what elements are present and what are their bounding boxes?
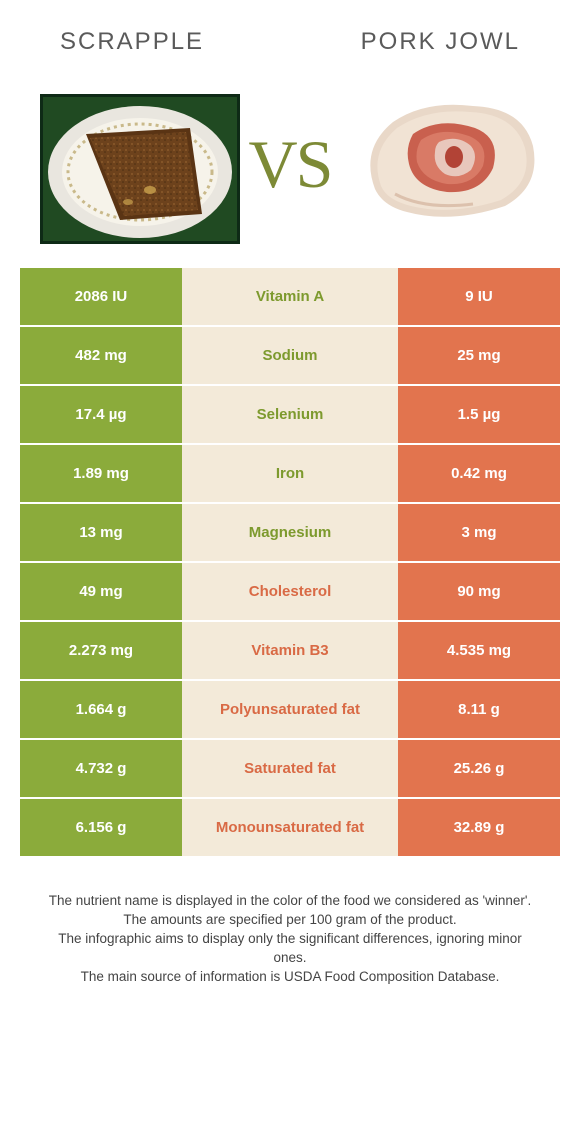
right-value: 3 mg <box>398 504 560 561</box>
table-row: 4.732 gSaturated fat25.26 g <box>20 740 560 797</box>
left-food-title: SCRAPPLE <box>60 28 204 56</box>
right-value: 25.26 g <box>398 740 560 797</box>
right-value: 9 IU <box>398 268 560 325</box>
left-value: 17.4 µg <box>20 386 182 443</box>
table-row: 13 mgMagnesium3 mg <box>20 504 560 561</box>
left-value: 2086 IU <box>20 268 182 325</box>
vs-text: VS <box>249 126 332 202</box>
nutrient-name: Magnesium <box>182 504 398 561</box>
footnote-line: The amounts are specified per 100 gram o… <box>40 911 540 930</box>
footnote-line: The infographic aims to display only the… <box>40 930 540 968</box>
left-value: 13 mg <box>20 504 182 561</box>
right-value: 32.89 g <box>398 799 560 856</box>
nutrient-name: Monounsaturated fat <box>182 799 398 856</box>
hero-vs-section: VS <box>0 74 580 254</box>
nutrient-name: Vitamin B3 <box>182 622 398 679</box>
table-row: 482 mgSodium25 mg <box>20 327 560 384</box>
table-row: 49 mgCholesterol90 mg <box>20 563 560 620</box>
left-value: 49 mg <box>20 563 182 620</box>
table-row: 2086 IUVitamin A9 IU <box>20 268 560 325</box>
nutrient-name: Sodium <box>182 327 398 384</box>
nutrient-name: Selenium <box>182 386 398 443</box>
titles-row: SCRAPPLE PORK JOWL <box>0 0 580 66</box>
right-value: 4.535 mg <box>398 622 560 679</box>
left-value: 1.89 mg <box>20 445 182 502</box>
right-food-title: PORK JOWL <box>361 28 520 56</box>
table-row: 17.4 µgSelenium1.5 µg <box>20 386 560 443</box>
right-value: 90 mg <box>398 563 560 620</box>
table-row: 2.273 mgVitamin B34.535 mg <box>20 622 560 679</box>
left-value: 2.273 mg <box>20 622 182 679</box>
vs-badge: VS <box>249 130 332 198</box>
table-row: 1.664 gPolyunsaturated fat8.11 g <box>20 681 560 738</box>
nutrient-name: Vitamin A <box>182 268 398 325</box>
left-value: 4.732 g <box>20 740 182 797</box>
right-value: 0.42 mg <box>398 445 560 502</box>
right-value: 25 mg <box>398 327 560 384</box>
comparison-table: 2086 IUVitamin A9 IU482 mgSodium25 mg17.… <box>20 268 560 856</box>
nutrient-name: Polyunsaturated fat <box>182 681 398 738</box>
nutrient-name: Saturated fat <box>182 740 398 797</box>
scrapple-image <box>40 94 240 249</box>
pork-jowl-image <box>355 94 540 229</box>
footnote-line: The nutrient name is displayed in the co… <box>40 892 540 911</box>
right-value: 8.11 g <box>398 681 560 738</box>
left-value: 1.664 g <box>20 681 182 738</box>
footnotes: The nutrient name is displayed in the co… <box>40 892 540 986</box>
footnote-line: The main source of information is USDA F… <box>40 968 540 987</box>
left-value: 482 mg <box>20 327 182 384</box>
nutrient-name: Cholesterol <box>182 563 398 620</box>
nutrient-name: Iron <box>182 445 398 502</box>
table-row: 1.89 mgIron0.42 mg <box>20 445 560 502</box>
table-row: 6.156 gMonounsaturated fat32.89 g <box>20 799 560 856</box>
left-value: 6.156 g <box>20 799 182 856</box>
right-value: 1.5 µg <box>398 386 560 443</box>
